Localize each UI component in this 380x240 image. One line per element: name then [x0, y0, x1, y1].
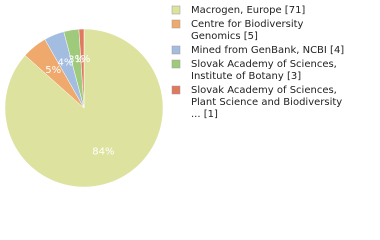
legend-label: Slovak Academy of Sciences, — [191, 85, 337, 96]
legend-swatch — [171, 59, 181, 69]
slice-label: 3% — [68, 55, 84, 66]
legend-label: Plant Science and Biodiversity — [191, 97, 342, 108]
pie-slice — [78, 28, 85, 109]
slice-label: 5% — [45, 65, 61, 76]
slice-label: 4% — [58, 58, 74, 69]
legend-label: Centre for Biodiversity — [191, 19, 304, 30]
legend-swatch — [171, 45, 181, 55]
legend-label: Slovak Academy of Sciences, — [191, 59, 337, 70]
legend-label: Institute of Botany [3] — [191, 71, 301, 82]
legend-swatch — [171, 19, 181, 29]
slice-label: 1% — [74, 54, 90, 65]
legend-swatch — [171, 85, 181, 95]
legend-label: ... [1] — [191, 109, 218, 120]
legend-swatch — [171, 5, 181, 15]
legend-label: Mined from GenBank, NCBI [4] — [191, 45, 344, 56]
slice-label: 84% — [92, 146, 114, 157]
legend-label: Genomics [5] — [191, 31, 258, 42]
legend-label: Macrogen, Europe [71] — [191, 5, 305, 16]
